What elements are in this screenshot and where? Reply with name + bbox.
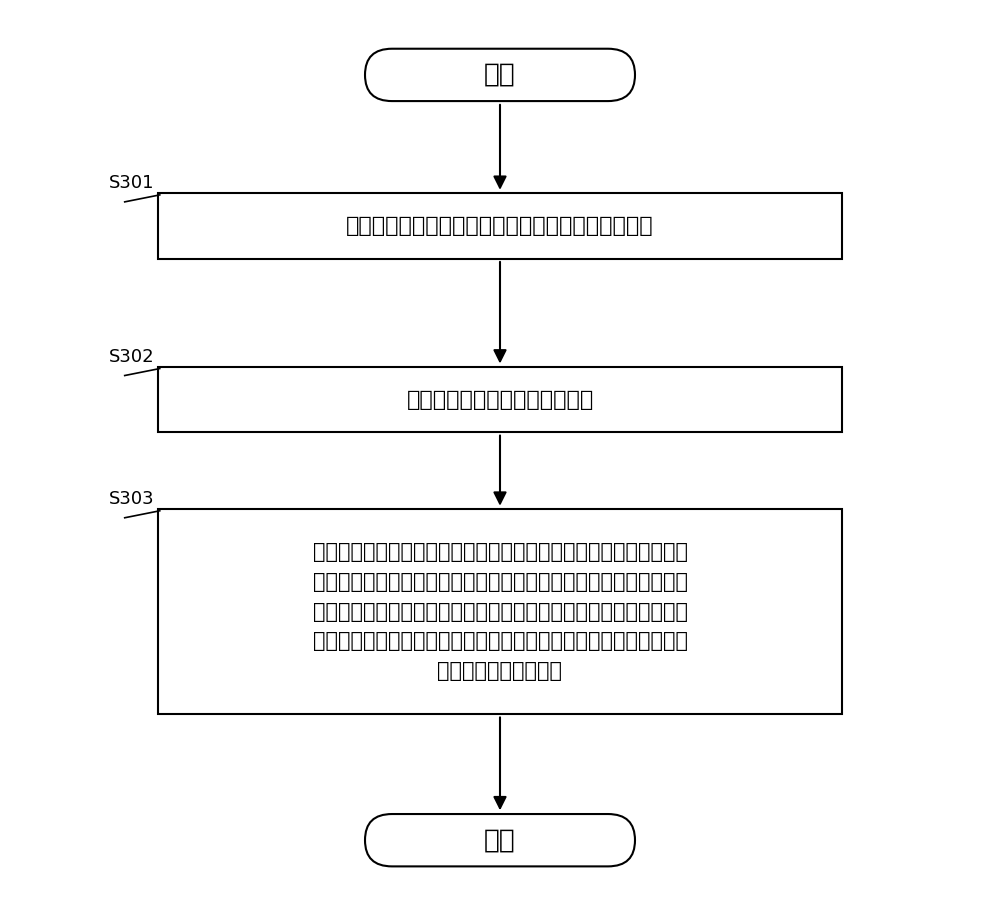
Text: S301: S301 — [108, 174, 154, 192]
Bar — [158, 193, 842, 258]
FancyBboxPatch shape — [365, 814, 635, 866]
Text: 结束: 结束 — [484, 827, 516, 854]
Text: S303: S303 — [108, 490, 154, 508]
Text: 发送与所述接口组对应的合并调用请求至服务器，以使所述服务器根
据预设耗时阈值和各个接口的平均调用耗时时长对所述接口组中的各
个接口进行分组以得到多个目标接口组，: 发送与所述接口组对应的合并调用请求至服务器，以使所述服务器根 据预设耗时阈值和各… — [312, 543, 688, 681]
Text: 应用程序运行过程中获取调用时间点临近的多个接口: 应用程序运行过程中获取调用时间点临近的多个接口 — [346, 215, 654, 235]
Text: S302: S302 — [108, 347, 154, 365]
Text: 将所述多个接口合并为一接口组: 将所述多个接口合并为一接口组 — [406, 390, 594, 410]
Bar — [158, 367, 842, 433]
Bar — [158, 509, 842, 714]
FancyBboxPatch shape — [365, 49, 635, 101]
Text: 开始: 开始 — [484, 62, 516, 88]
